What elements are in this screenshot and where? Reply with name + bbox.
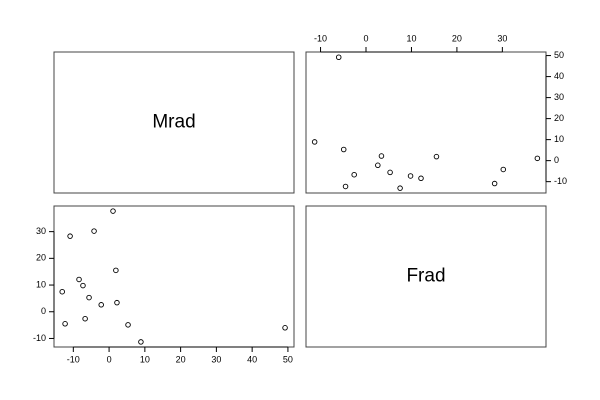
point: [433, 153, 440, 160]
tick-label: 30: [36, 226, 46, 236]
point: [387, 169, 393, 176]
point: [80, 282, 86, 289]
variable-label: Frad: [406, 266, 445, 287]
tick-label: 10: [140, 354, 150, 364]
point: [125, 322, 131, 328]
point: [98, 302, 104, 308]
point: [91, 228, 97, 234]
point: [110, 208, 116, 214]
point: [86, 294, 92, 301]
variable-label: Mrad: [152, 112, 195, 133]
panel: [53, 51, 295, 194]
panel: [53, 205, 295, 348]
tick-label: 10: [406, 33, 416, 43]
point: [351, 171, 357, 178]
point: [67, 233, 73, 239]
point: [335, 54, 342, 61]
tick-label: 0: [41, 306, 46, 316]
tick-label: 30: [211, 354, 221, 364]
panel: [305, 51, 547, 194]
tick-label: 50: [554, 50, 564, 60]
tick-label: 50: [283, 354, 293, 364]
tick-label: 40: [247, 354, 257, 364]
tick-label: 40: [554, 71, 564, 81]
tick-label: -10: [33, 333, 46, 343]
point: [114, 299, 120, 306]
tick-label: 20: [554, 113, 564, 123]
tick-label: 30: [497, 33, 507, 43]
point: [418, 175, 424, 182]
point: [342, 183, 349, 190]
tick-label: -10: [314, 33, 327, 43]
point: [407, 173, 414, 179]
tick-label: 20: [176, 354, 186, 364]
tick-label: 10: [36, 279, 46, 289]
tick-label: 20: [36, 253, 46, 263]
point: [378, 153, 385, 159]
point: [138, 339, 144, 345]
point: [311, 139, 318, 145]
tick-label: 0: [107, 354, 112, 364]
point: [76, 276, 82, 283]
tick-label: 0: [554, 155, 559, 165]
point: [59, 288, 65, 295]
point: [500, 166, 507, 173]
tick-label: -10: [554, 176, 567, 186]
point: [491, 180, 498, 187]
tick-label: 10: [554, 134, 564, 144]
point: [82, 315, 88, 322]
tick-label: 20: [452, 33, 462, 43]
point: [534, 155, 541, 162]
point: [375, 162, 381, 169]
tick-label: 0: [363, 33, 368, 43]
point: [340, 146, 347, 153]
tick-label: -10: [67, 354, 80, 364]
panel: [305, 205, 547, 348]
point: [282, 325, 288, 331]
point: [113, 267, 119, 274]
point: [397, 185, 403, 191]
point: [62, 321, 68, 327]
tick-label: 30: [554, 92, 564, 102]
